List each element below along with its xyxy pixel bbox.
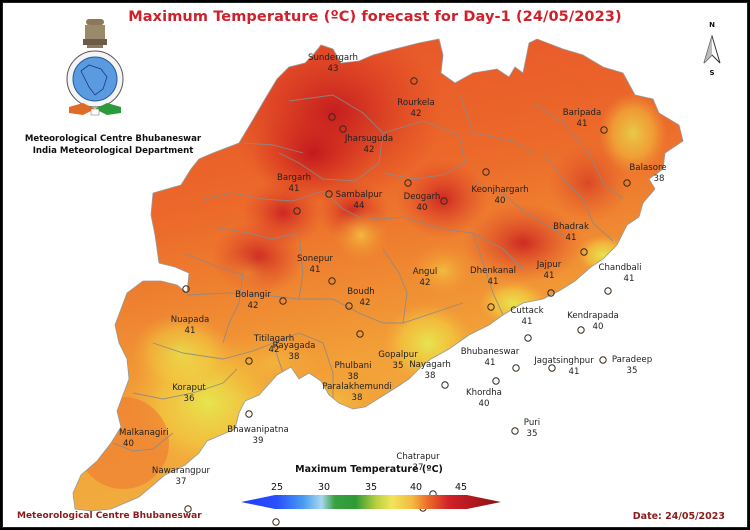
station-markers	[182, 77, 631, 526]
station-label: Chatrapur 37	[396, 452, 440, 473]
station-label: Nawarangpur 37	[151, 466, 211, 487]
station-label: Bhadrak 41	[553, 222, 589, 243]
station-label: Cuttack 41	[510, 306, 544, 327]
station-label: Gopalpur 35	[378, 350, 418, 371]
station-label: Dhenkanal 41	[470, 266, 516, 287]
station-label: Rayagada 38	[272, 341, 316, 362]
station-label: Sonepur 41	[297, 254, 333, 275]
station-label: Chandbali 41	[598, 263, 642, 284]
station-label: Boudh 42	[347, 287, 375, 308]
legend-tick: 30	[317, 482, 331, 493]
station-label: Bolangir 42	[235, 290, 271, 311]
station-label: Jharsuguda 42	[344, 134, 394, 155]
legend-ticks: 25 30 35 40 45	[239, 482, 499, 496]
legend-tick: 45	[454, 482, 468, 493]
station-label: Jagatsinghpur 41	[534, 356, 594, 377]
org-line-2: India Meteorological Department	[32, 146, 194, 156]
station-label: Angul 42	[412, 267, 438, 288]
legend-tick: 25	[270, 482, 284, 493]
station-label: Kendrapada 40	[567, 311, 619, 332]
odisha-temperature-map	[72, 38, 684, 526]
station-label: Nuapada 41	[170, 315, 210, 336]
station-labels: Sundergarh 43 Rourkela 42 Jharsuguda 42 Bar…	[3, 3, 747, 527]
station-label: Bhawanipatna 39	[227, 425, 289, 446]
station-label: Titilagarh 42	[253, 334, 295, 355]
emblem-icon	[83, 19, 107, 48]
station-label: Koraput 36	[172, 383, 206, 404]
south-label: S	[709, 69, 715, 77]
legend-title: Maximum Temperature (ºC)	[295, 464, 443, 475]
legend-tick: 40	[409, 482, 423, 493]
map-title: Maximum Temperature (ºC) forecast for Da…	[128, 9, 622, 25]
station-label: Sundergarh 43	[307, 53, 359, 74]
station-label: Phulbani 38	[334, 361, 372, 382]
station-label: Bhubaneswar 41	[460, 347, 520, 368]
station-label: Rourkela 42	[397, 98, 435, 119]
station-label: Baripada 41	[562, 108, 602, 129]
north-label: N	[709, 21, 715, 29]
station-label: Malkanagiri 40	[119, 428, 169, 449]
station-label: Sambalpur 44	[335, 190, 383, 211]
org-line-1: Meteorological Centre Bhubaneswar	[24, 134, 202, 144]
legend-colorbar	[241, 495, 501, 509]
station-label: Nayagarh 38	[409, 360, 451, 381]
organization-label: Meteorological Centre Bhubaneswar India …	[19, 133, 207, 157]
north-arrow-icon	[703, 35, 721, 64]
station-label: Bargarh 41	[276, 173, 312, 194]
imd-logo	[66, 19, 124, 116]
station-label: Paralakhemundi 38	[322, 382, 392, 403]
station-label: Khordha 40	[466, 388, 502, 409]
station-label: Paradeep 35	[611, 355, 653, 376]
footer-organization: Meteorological Centre Bhubaneswar	[17, 511, 202, 521]
station-label: Keonjhargarh 40	[471, 185, 529, 206]
station-label: Balasore 38	[629, 163, 667, 184]
station-label: Deogarh 40	[403, 192, 441, 213]
north-arrow: N S	[697, 21, 727, 83]
footer-date: Date: 24/05/2023	[632, 511, 725, 522]
station-label: Puri 35	[523, 418, 541, 439]
station-label: Jajpur 41	[536, 260, 562, 281]
district-boundaries	[112, 92, 624, 452]
legend-tick: 35	[364, 482, 378, 493]
